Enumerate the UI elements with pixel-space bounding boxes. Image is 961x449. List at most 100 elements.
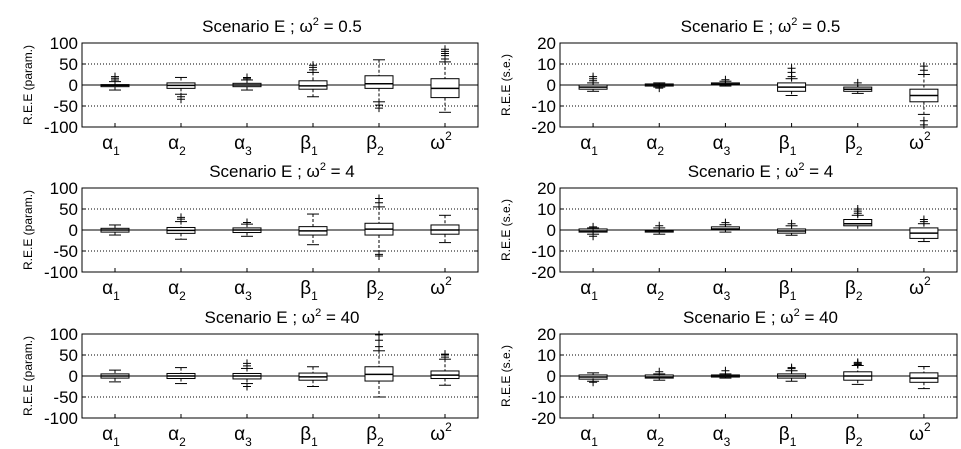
box-plot xyxy=(232,218,262,237)
box-plot xyxy=(909,215,939,243)
box-plot xyxy=(298,366,328,387)
x-tick-label: β1 xyxy=(300,424,318,449)
box-plot xyxy=(100,369,130,383)
y-axis-label: R.E.E (s.e.) xyxy=(499,54,513,116)
box-plot xyxy=(166,213,196,240)
y-tick-label: -20 xyxy=(531,409,556,428)
chart-title: Scenario E ; ω2 = 0.5 xyxy=(681,16,841,36)
x-tick-label: α2 xyxy=(646,424,664,449)
y-axis-label: R.E.E (s.e.) xyxy=(499,199,513,261)
y-tick-label: 50 xyxy=(59,200,78,219)
chart-panel: Scenario E ; ω2 = 0.5 -20 -10 0 10 20 α1 α2 α3 β1… xyxy=(499,16,958,158)
y-tick-label: -10 xyxy=(531,388,556,407)
box-plot xyxy=(644,82,674,93)
box-plot xyxy=(578,72,608,92)
outlier-marker xyxy=(441,45,449,54)
outlier-marker xyxy=(375,330,383,339)
chart-title: Scenario E ; ω2 = 0.5 xyxy=(202,16,362,36)
x-tick-label: α1 xyxy=(580,133,598,158)
x-tick-label: α3 xyxy=(713,278,731,303)
x-tick-label: β2 xyxy=(366,133,384,158)
chart-title: Scenario E ; ω2 = 4 xyxy=(209,161,355,181)
y-tick-label: 10 xyxy=(537,346,556,365)
x-tick-label: ω2 xyxy=(430,420,452,445)
outlier-marker xyxy=(177,95,185,104)
outlier-marker xyxy=(375,194,383,203)
chart-panel: Scenario E ; ω2 = 0.5 -100 -50 0 50 100 α1 α2 α3… xyxy=(21,16,479,158)
outlier-marker xyxy=(919,215,928,224)
x-tick-label: β1 xyxy=(779,424,797,449)
y-tick-label: -10 xyxy=(531,97,556,116)
x-tick-label: α3 xyxy=(234,133,252,158)
y-tick-label: 20 xyxy=(537,34,556,53)
outlier-marker xyxy=(589,232,598,241)
box-plot xyxy=(909,366,939,390)
box-plot xyxy=(232,359,262,391)
outlier-marker xyxy=(589,72,598,81)
x-tick-label: α1 xyxy=(102,133,120,158)
outlier-marker xyxy=(243,73,251,82)
box-plot xyxy=(843,205,873,231)
chart-panel: Scenario E ; ω2 = 40 -100 -50 0 50 100 α1 α2 α3 β… xyxy=(21,307,479,449)
x-tick-label: α1 xyxy=(102,424,120,449)
box-plot xyxy=(644,367,674,381)
outlier-marker xyxy=(655,84,664,93)
y-tick-label: -20 xyxy=(531,118,556,137)
outlier-marker xyxy=(375,104,383,113)
x-tick-label: α2 xyxy=(646,133,664,158)
y-tick-label: 10 xyxy=(537,200,556,219)
box-plot xyxy=(644,221,674,235)
box-plot xyxy=(166,367,196,385)
outlier-marker xyxy=(375,252,383,261)
x-tick-label: α1 xyxy=(102,278,120,303)
y-tick-label: -100 xyxy=(44,409,78,428)
x-tick-label: β1 xyxy=(300,133,318,158)
box-plot xyxy=(364,59,394,113)
box xyxy=(843,219,873,227)
chart-panel: Scenario E ; ω2 = 4 -20 -10 0 10 20 α1 α2 α3 β1 β2… xyxy=(499,161,958,303)
y-tick-label: 0 xyxy=(547,221,556,240)
box-plot xyxy=(430,350,460,386)
box-plot xyxy=(843,78,873,94)
chart-panel: Scenario E ; ω2 = 4 -100 -50 0 50 100 α1 α2 α3 β1… xyxy=(21,161,479,303)
x-tick-label: α3 xyxy=(234,424,252,449)
x-tick-label: ω2 xyxy=(430,129,452,154)
outlier-marker xyxy=(721,218,730,227)
outlier-marker xyxy=(919,62,928,71)
y-tick-label: -50 xyxy=(53,388,78,407)
box-plot xyxy=(710,218,740,233)
box-plot xyxy=(843,358,873,385)
box-plot xyxy=(909,62,939,129)
y-tick-label: -100 xyxy=(44,118,78,137)
outlier-marker xyxy=(243,359,251,368)
box-plot xyxy=(578,222,608,241)
x-tick-label: ω2 xyxy=(909,129,931,154)
box-plot xyxy=(777,64,807,96)
x-tick-label: ω2 xyxy=(909,420,931,445)
x-tick-label: α2 xyxy=(168,278,186,303)
chart-title: Scenario E ; ω2 = 4 xyxy=(688,161,834,181)
y-axis-label: R.E.E (param.) xyxy=(21,336,35,416)
outlier-marker xyxy=(441,350,449,359)
y-tick-label: 100 xyxy=(50,325,78,344)
box-plot xyxy=(298,213,328,246)
y-tick-label: -20 xyxy=(531,263,556,282)
box-plot xyxy=(430,45,460,113)
outlier-marker xyxy=(309,61,317,70)
chart-title: Scenario E ; ω2 = 40 xyxy=(204,307,359,327)
y-tick-label: 0 xyxy=(547,76,556,95)
y-axis-label: R.E.E (s.e.) xyxy=(499,345,513,407)
y-tick-label: 0 xyxy=(547,367,556,386)
x-tick-label: β2 xyxy=(366,424,384,449)
y-tick-label: -50 xyxy=(53,97,78,116)
y-tick-label: 100 xyxy=(50,34,78,53)
outlier-marker xyxy=(853,358,862,367)
x-tick-label: β2 xyxy=(366,278,384,303)
y-tick-label: 10 xyxy=(537,55,556,74)
box xyxy=(364,75,394,89)
chart-title: Scenario E ; ω2 = 40 xyxy=(683,307,838,327)
x-tick-label: β1 xyxy=(300,278,318,303)
x-tick-label: α1 xyxy=(580,424,598,449)
outlier-marker xyxy=(243,218,251,227)
x-tick-label: α2 xyxy=(168,424,186,449)
